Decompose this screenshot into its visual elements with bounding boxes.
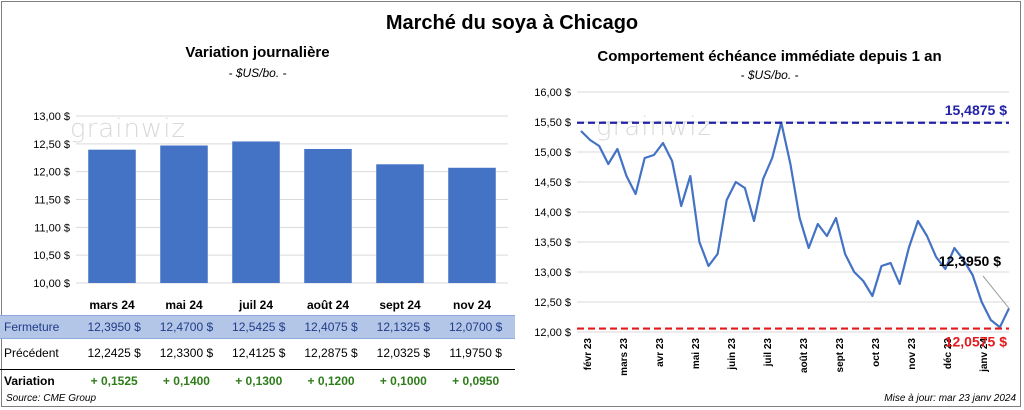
cell-precedent: 12,2875 $ (304, 346, 358, 360)
bar (160, 145, 208, 283)
y-tick-label: 15,00 $ (534, 147, 571, 159)
y-tick-label: 12,50 $ (534, 297, 571, 309)
bar (376, 164, 424, 283)
x-tick-label: mars 24 (89, 298, 135, 312)
cell-fermeture: 12,0700 $ (448, 320, 503, 334)
row-label-variation: Variation (4, 374, 55, 388)
bar-chart-title: Variation journalière (185, 44, 330, 61)
x-tick-label: mars 23 (619, 338, 630, 376)
cell-fermeture: 12,1325 $ (376, 320, 431, 334)
x-tick-label: avr 23 (655, 338, 666, 367)
cell-variation: + 0,1200 (307, 374, 355, 388)
y-tick-label: 11,00 $ (34, 222, 70, 234)
cell-precedent: 12,3300 $ (159, 346, 214, 360)
x-tick-label: oct 23 (871, 338, 882, 367)
cell-precedent: 12,4125 $ (232, 346, 286, 360)
y-tick-label: 12,50 $ (33, 139, 70, 151)
x-tick-label: juil 24 (238, 298, 273, 312)
cell-variation: + 0,1525 (90, 374, 138, 388)
row-variation: Variation + 0,1525 + 0,1400 + 0,1300 + 0… (0, 369, 515, 392)
y-tick-label: 11,50 $ (34, 195, 70, 207)
source-note: Source: CME Group (6, 393, 97, 404)
line-chart-subtitle: - $US/bo. - (740, 68, 799, 82)
cell-fermeture: 12,4700 $ (159, 320, 214, 334)
x-tick-label: nov 23 (907, 338, 918, 370)
cell-variation: + 0,0950 (452, 374, 500, 388)
x-tick-label: août 23 (799, 338, 810, 373)
y-tick-label: 15,50 $ (534, 117, 571, 129)
cell-variation: + 0,1300 (235, 374, 283, 388)
bar (232, 141, 280, 283)
watermark-left: grainwiz (70, 114, 187, 144)
bar (304, 148, 352, 283)
line-chart: 12,00 $ 12,50 $ 13,00 $ 13,50 $ 14,00 $ 14,50… (534, 87, 1010, 376)
y-tick-label: 13,50 $ (534, 237, 571, 249)
row-label-fermeture: Fermeture (4, 320, 60, 334)
cell-precedent: 12,2425 $ (87, 346, 141, 360)
watermark-right: grainwiz (596, 112, 713, 142)
y-tick-label: 10,00 $ (33, 278, 70, 290)
row-precedent: Précédent 12,2425 $ 12,3300 $ 12,4125 $ … (0, 342, 515, 364)
price-line (580, 121, 1010, 329)
cell-variation: + 0,1400 (162, 374, 210, 388)
y-tick-label: 10,50 $ (33, 250, 70, 262)
row-fermeture: Fermeture 12,3950 $ 12,4700 $ 12,5425 $ … (0, 315, 515, 339)
x-tick-label: nov 24 (453, 298, 491, 312)
last-value-leader (982, 275, 1010, 309)
max-label: 15,4875 $ (945, 102, 1007, 118)
cell-variation: + 0,1000 (379, 374, 427, 388)
y-tick-label: 16,00 $ (534, 87, 571, 99)
min-label: 12,0575 $ (945, 334, 1007, 350)
y-tick-label: 13,00 $ (534, 267, 571, 279)
main-title: Marché du soya à Chicago (385, 12, 639, 34)
x-tick-label: févr 23 (583, 338, 594, 371)
bar (448, 167, 496, 283)
line-chart-title: Comportement échéance immédiate depuis 1… (597, 48, 942, 65)
x-tick-label: déc 23 (943, 338, 954, 370)
update-note: Mise à jour: mar 23 janv 2024 (884, 393, 1016, 404)
x-tick-label: juin 23 (727, 338, 738, 371)
x-tick-label: mai 23 (691, 338, 702, 370)
y-tick-label: 12,00 $ (33, 167, 70, 179)
cell-fermeture: 12,4075 $ (304, 320, 358, 334)
y-tick-label: 14,00 $ (534, 207, 571, 219)
x-tick-label: juil 23 (763, 338, 774, 368)
x-tick-label: sept 23 (835, 338, 846, 373)
x-tick-label: sept 24 (379, 298, 421, 312)
x-tick-label: août 24 (307, 298, 349, 312)
x-tick-label: janv 24 (979, 338, 990, 373)
y-tick-label: 14,50 $ (534, 177, 571, 189)
last-value-label: 12,3950 $ (939, 253, 1001, 269)
bar-chart: 10,00 $ 10,50 $ 11,00 $ 11,50 $ 12,00 $ 12,50… (33, 111, 508, 312)
cell-fermeture: 12,5425 $ (232, 320, 286, 334)
y-tick-label: 12,00 $ (534, 327, 571, 339)
bar (88, 149, 136, 283)
bar-chart-subtitle: - $US/bo. - (228, 66, 287, 80)
cell-precedent: 12,0325 $ (376, 346, 431, 360)
cell-fermeture: 12,3950 $ (87, 320, 141, 334)
y-tick-label: 13,00 $ (33, 111, 70, 123)
cell-precedent: 11,9750 $ (449, 346, 502, 360)
row-label-precedent: Précédent (4, 346, 59, 360)
x-tick-label: mai 24 (165, 298, 203, 312)
